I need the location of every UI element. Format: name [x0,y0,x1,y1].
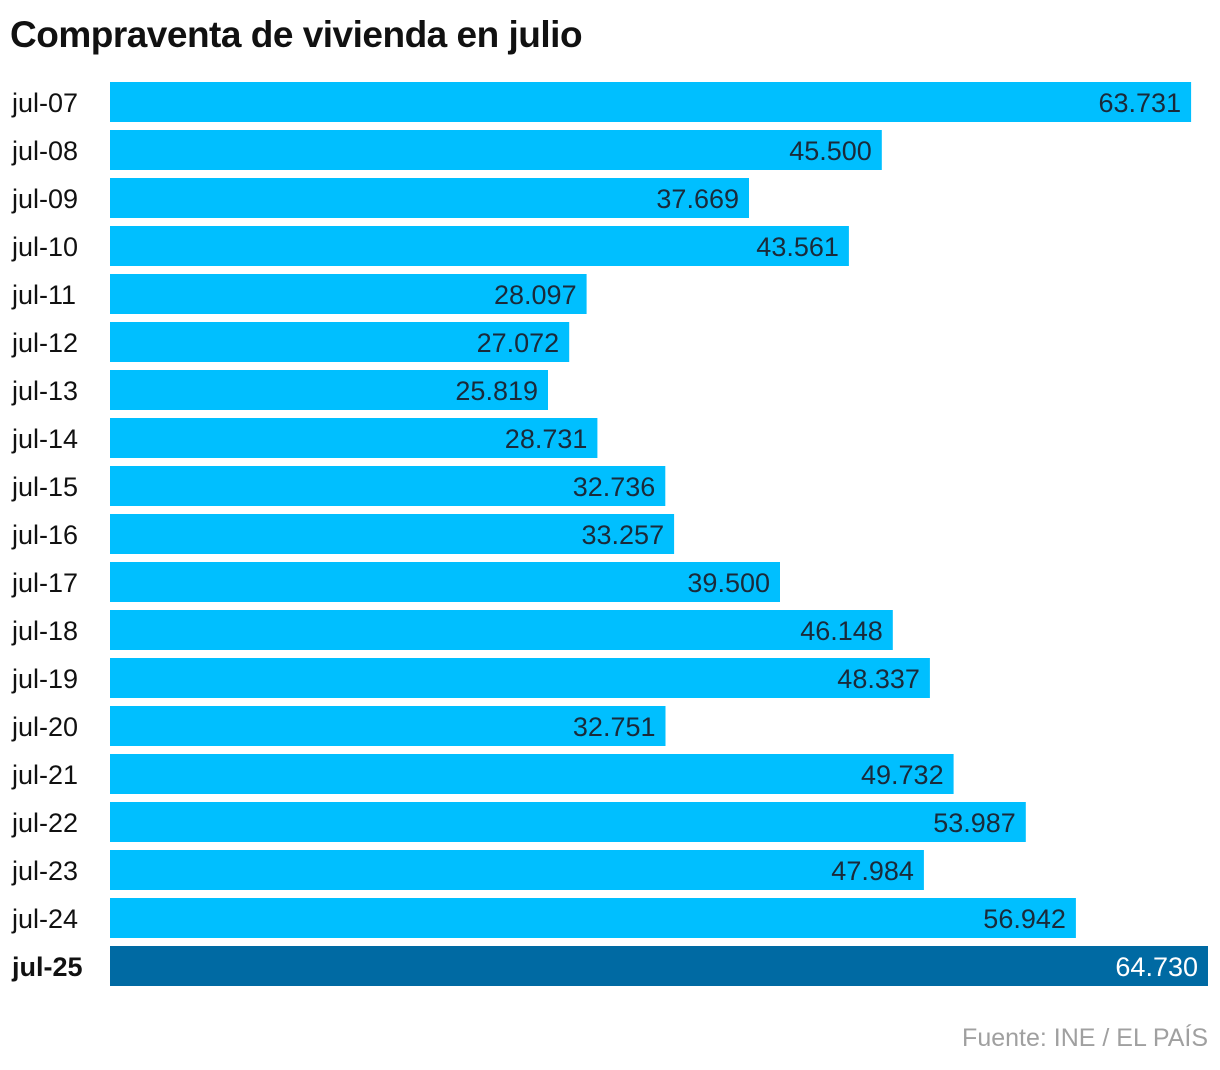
category-label-jul-19: jul-19 [11,664,78,694]
category-label-jul-25: jul-25 [11,952,83,982]
category-label-jul-16: jul-16 [11,520,78,550]
value-label-jul-08: 45.500 [789,136,872,166]
bar-jul-25 [110,946,1208,986]
category-label-jul-12: jul-12 [11,328,78,358]
category-label-jul-13: jul-13 [11,376,78,406]
category-label-jul-18: jul-18 [11,616,78,646]
value-label-jul-24: 56.942 [983,904,1066,934]
value-label-jul-11: 28.097 [494,280,577,310]
category-label-jul-08: jul-08 [11,136,78,166]
value-label-jul-16: 33.257 [582,520,665,550]
bar-jul-14 [110,418,598,458]
category-label-jul-15: jul-15 [11,472,78,502]
category-label-jul-20: jul-20 [11,712,78,742]
category-label-jul-10: jul-10 [11,232,78,262]
bar-jul-18 [110,610,893,650]
category-label-jul-14: jul-14 [11,424,78,454]
category-label-jul-22: jul-22 [11,808,78,838]
bar-jul-08 [110,130,882,170]
category-label-jul-17: jul-17 [11,568,78,598]
value-label-jul-18: 46.148 [800,616,883,646]
category-label-jul-23: jul-23 [11,856,78,886]
bar-jul-12 [110,322,570,362]
category-label-jul-21: jul-21 [11,760,78,790]
value-label-jul-20: 32.751 [573,712,656,742]
value-label-jul-07: 63.731 [1099,88,1182,118]
category-label-jul-09: jul-09 [11,184,78,214]
source-note: Fuente: INE / EL PAÍS [962,1024,1208,1052]
bar-jul-11 [110,274,587,314]
value-label-jul-09: 37.669 [656,184,739,214]
bar-jul-22 [110,802,1026,842]
bar-jul-15 [110,466,666,506]
bar-jul-24 [110,898,1076,938]
category-labels: jul-07 jul-08 jul-09 jul-10 jul-11 jul-12 jul-… [11,88,83,982]
value-label-jul-13: 25.819 [455,376,538,406]
value-label-jul-22: 53.987 [933,808,1016,838]
value-label-jul-15: 32.736 [573,472,656,502]
bar-chart: jul-07 jul-08 jul-09 jul-10 jul-11 jul-12 jul-… [11,82,1208,986]
bar-jul-19 [110,658,930,698]
bars-group [110,82,1208,986]
bar-jul-17 [110,562,780,602]
bar-jul-21 [110,754,954,794]
chart-title: Compraventa de vivienda en julio [10,14,583,55]
value-label-jul-10: 43.561 [756,232,839,262]
bar-jul-16 [110,514,675,554]
bar-jul-07 [110,82,1192,122]
bar-jul-23 [110,850,924,890]
value-label-jul-12: 27.072 [477,328,560,358]
category-label-jul-24: jul-24 [11,904,78,934]
bar-jul-09 [110,178,749,218]
bar-jul-13 [110,370,548,410]
bar-jul-20 [110,706,666,746]
bar-jul-10 [110,226,849,266]
value-label-jul-23: 47.984 [831,856,914,886]
value-label-jul-21: 49.732 [861,760,944,790]
value-label-jul-14: 28.731 [505,424,588,454]
value-label-jul-17: 39.500 [687,568,770,598]
value-label-jul-19: 48.337 [837,664,920,694]
value-labels: 63.731 45.500 37.669 43.561 28.097 27.072 25.8… [455,88,1198,982]
category-label-jul-11: jul-11 [11,280,76,310]
value-label-jul-25: 64.730 [1115,952,1198,982]
category-label-jul-07: jul-07 [11,88,78,118]
